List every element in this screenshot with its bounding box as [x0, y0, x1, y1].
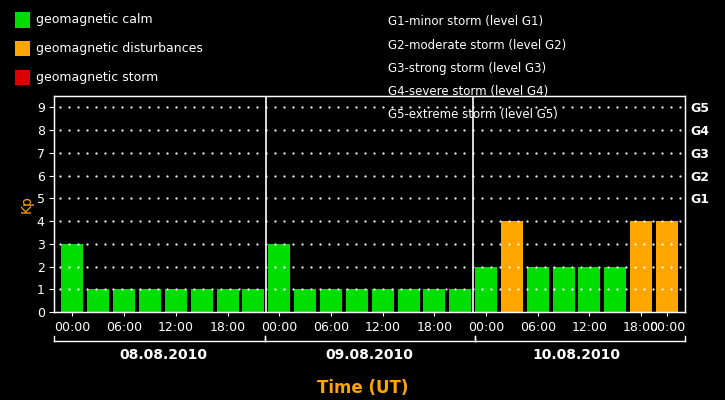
Bar — [423, 289, 445, 312]
Bar — [579, 266, 600, 312]
Bar — [113, 289, 135, 312]
Bar — [62, 244, 83, 312]
Bar — [87, 289, 109, 312]
Bar — [320, 289, 342, 312]
Text: G5-extreme storm (level G5): G5-extreme storm (level G5) — [388, 108, 558, 121]
Bar — [191, 289, 212, 312]
Text: 09.08.2010: 09.08.2010 — [326, 348, 414, 362]
Y-axis label: Kp: Kp — [20, 195, 34, 213]
Text: G1-minor storm (level G1): G1-minor storm (level G1) — [388, 16, 543, 28]
Bar — [139, 289, 161, 312]
Bar — [242, 289, 265, 312]
Bar — [397, 289, 420, 312]
Text: G2-moderate storm (level G2): G2-moderate storm (level G2) — [388, 39, 566, 52]
Bar — [527, 266, 549, 312]
Text: G3-strong storm (level G3): G3-strong storm (level G3) — [388, 62, 546, 75]
Bar — [165, 289, 187, 312]
Text: geomagnetic disturbances: geomagnetic disturbances — [36, 42, 203, 55]
Bar — [552, 266, 575, 312]
Bar — [630, 221, 652, 312]
Bar — [217, 289, 239, 312]
Bar — [372, 289, 394, 312]
Text: geomagnetic calm: geomagnetic calm — [36, 14, 153, 26]
Bar — [475, 266, 497, 312]
Bar — [450, 289, 471, 312]
Bar — [294, 289, 316, 312]
Bar — [268, 244, 290, 312]
Bar — [346, 289, 368, 312]
Bar — [501, 221, 523, 312]
Text: 10.08.2010: 10.08.2010 — [533, 348, 621, 362]
Text: 08.08.2010: 08.08.2010 — [119, 348, 207, 362]
Text: Time (UT): Time (UT) — [317, 379, 408, 397]
Text: geomagnetic storm: geomagnetic storm — [36, 71, 159, 84]
Text: G4-severe storm (level G4): G4-severe storm (level G4) — [388, 85, 548, 98]
Bar — [656, 221, 678, 312]
Bar — [605, 266, 626, 312]
